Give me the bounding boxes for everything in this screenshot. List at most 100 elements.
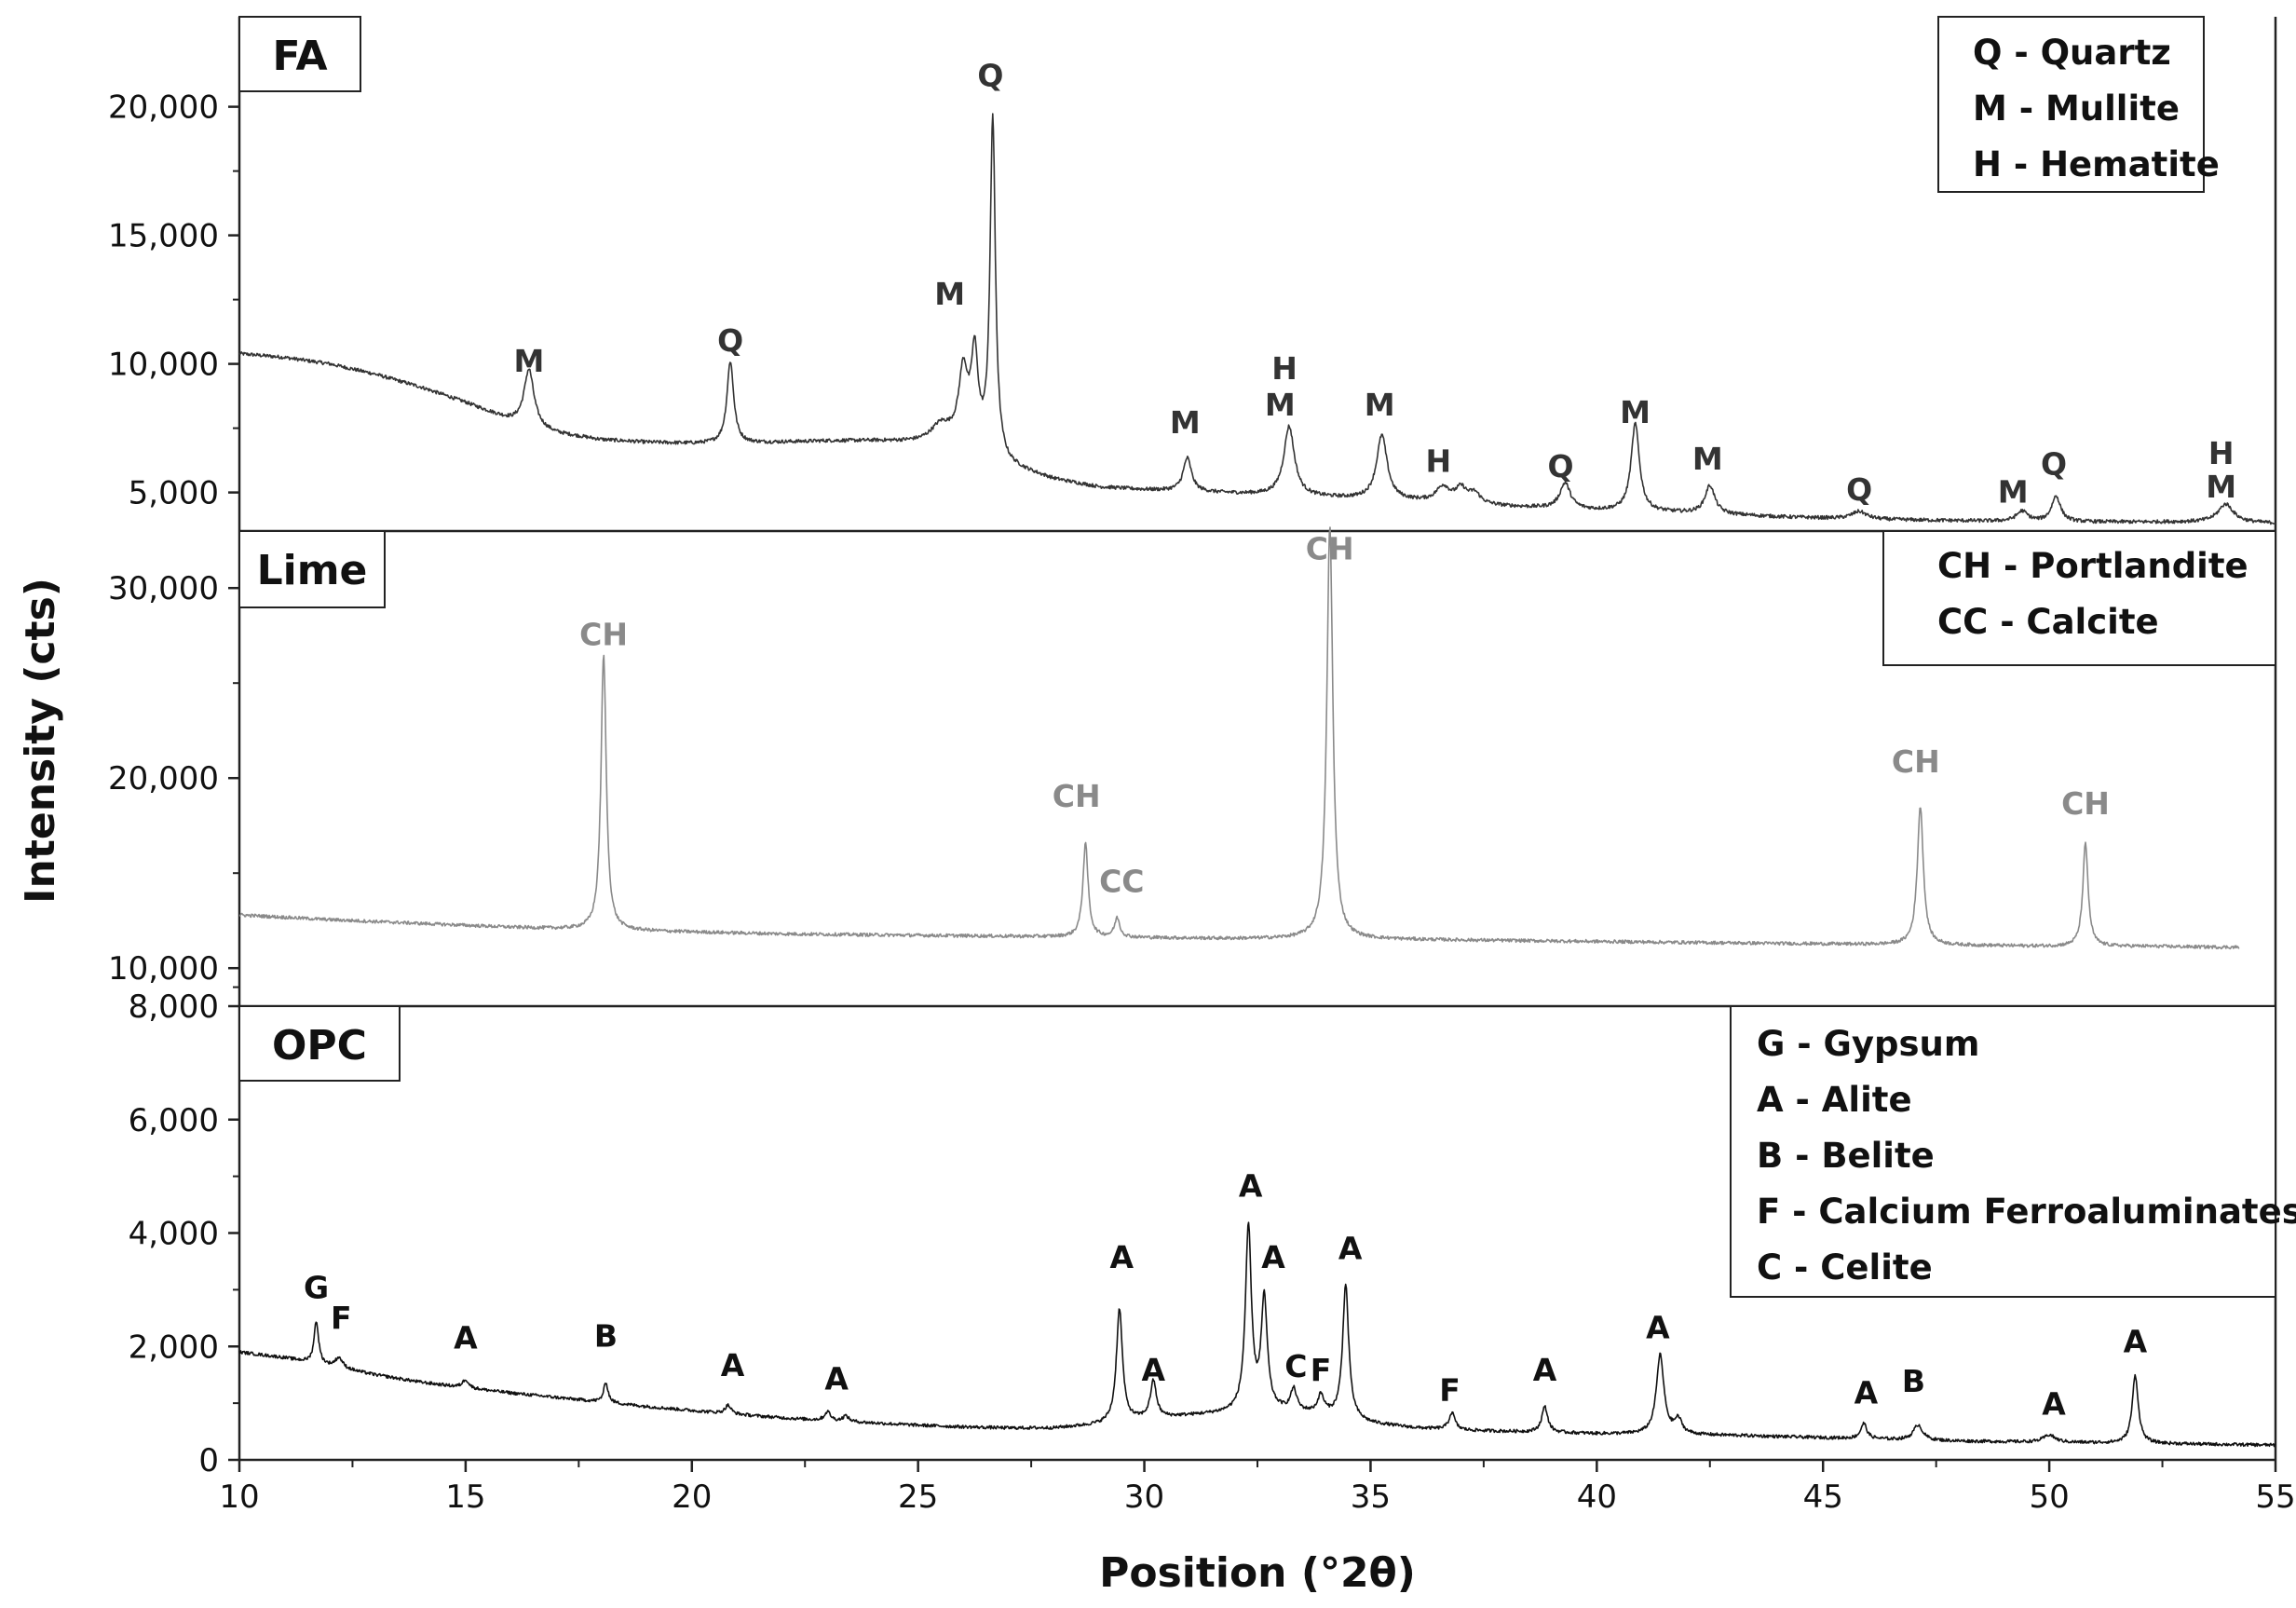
x-axis-title: Position (°2θ) xyxy=(1099,1549,1416,1597)
peak-label: CH xyxy=(1053,778,1101,814)
peak-label: H xyxy=(1425,443,1451,480)
y-tick-label: 30,000 xyxy=(108,570,219,607)
peak-label: CH xyxy=(579,616,628,652)
peak-label: A xyxy=(824,1361,849,1397)
peak-label: M xyxy=(1998,474,2029,511)
peak-label: F xyxy=(1311,1352,1332,1388)
legend-opc: G - Gypsum A - Alite B - Belite F - Calc… xyxy=(1730,1005,2296,1298)
peak-label: B xyxy=(594,1317,618,1354)
trace-opc xyxy=(238,1221,2276,1448)
legend-entry: CH - Portlandite xyxy=(1937,546,2248,586)
y-tick-label: 4,000 xyxy=(129,1216,219,1253)
x-tick-label: 25 xyxy=(898,1479,938,1516)
y-tick-label: 15,000 xyxy=(108,218,219,255)
peak-label: M xyxy=(934,276,965,312)
peak-label: A xyxy=(1142,1352,1166,1388)
legend-entry: A - Alite xyxy=(1757,1080,1912,1120)
panel-label-lime: Lime xyxy=(238,530,386,608)
traces xyxy=(238,113,2276,1448)
peak-label: M xyxy=(1692,441,1723,477)
y-tick-label: 8,000 xyxy=(129,988,219,1026)
panel-label-text: OPC xyxy=(272,1022,367,1070)
panel-label-text: Lime xyxy=(257,547,368,594)
peak-label: H xyxy=(1271,350,1297,387)
peak-label: Q xyxy=(2041,445,2067,482)
x-tick-label: 50 xyxy=(2029,1479,2069,1516)
peak-label: G xyxy=(304,1270,329,1306)
trace-lime xyxy=(238,526,2240,950)
peak-label: A xyxy=(1338,1231,1363,1267)
x-tick-label: 55 xyxy=(2255,1479,2295,1516)
peak-label: B xyxy=(1902,1363,1925,1399)
legend-box xyxy=(1730,1005,2276,1298)
panel-label-text: FA xyxy=(272,33,327,80)
y-tick-label: 10,000 xyxy=(108,950,219,988)
peak-label: M xyxy=(2206,469,2236,505)
peak-label: M xyxy=(1365,387,1395,423)
panel-label-box xyxy=(238,530,386,608)
peak-label: M xyxy=(1620,394,1651,430)
x-tick-label: 45 xyxy=(1803,1479,1843,1516)
legend-entry: G - Gypsum xyxy=(1757,1024,1979,1064)
peak-label: Q xyxy=(1846,471,1872,508)
legend-box xyxy=(1937,16,2205,193)
y-tick-label: 2,000 xyxy=(129,1329,219,1366)
peak-label: CH xyxy=(1892,743,1940,780)
legend-entry: CC - Calcite xyxy=(1937,602,2159,642)
y-tick-label: 6,000 xyxy=(129,1102,219,1139)
x-ticks: 10 15 20 25 30 35 40 45 50 55 xyxy=(219,1460,2296,1516)
panel-label-box xyxy=(238,16,361,92)
legend-lime: CH - Portlandite CC - Calcite xyxy=(1882,530,2276,666)
y-tick-label: 10,000 xyxy=(108,347,219,384)
peak-label: A xyxy=(2124,1323,2148,1359)
trace-fa xyxy=(238,113,2276,525)
x-tick-label: 10 xyxy=(219,1479,259,1516)
peak-label: M xyxy=(1265,387,1296,423)
x-tick-label: 15 xyxy=(445,1479,485,1516)
peak-label: A xyxy=(2042,1385,2066,1422)
x-tick-label: 40 xyxy=(1577,1479,1617,1516)
y-tick-label: 20,000 xyxy=(108,89,219,127)
peak-label: A xyxy=(1854,1375,1879,1411)
legend-entry: F - Calcium Ferroaluminates xyxy=(1757,1192,2296,1232)
y-tick-label: 20,000 xyxy=(108,760,219,797)
peak-label: H xyxy=(2208,435,2235,471)
peak-label: Q xyxy=(1547,448,1573,484)
y-axis-title: Intensity (cts) xyxy=(17,578,64,904)
peak-label: C xyxy=(1284,1348,1307,1384)
y-tick-label: 0 xyxy=(198,1442,219,1479)
panel-label-opc: OPC xyxy=(238,1005,401,1082)
peak-label: M xyxy=(513,343,544,379)
legend-entry: H - Hematite xyxy=(1973,144,2220,184)
legend-fa: Q - Quartz M - Mullite H - Hematite xyxy=(1937,16,2220,193)
y-ticks: 5,00010,00015,00020,0008,00010,00020,000… xyxy=(108,89,239,1479)
legend-entry: Q - Quartz xyxy=(1973,33,2171,73)
peak-label: Q xyxy=(717,322,743,359)
x-tick-label: 35 xyxy=(1351,1479,1391,1516)
peak-label: F xyxy=(1439,1372,1460,1409)
peak-label: CH xyxy=(2061,785,2110,822)
legend-box xyxy=(1882,530,2276,666)
peak-label: A xyxy=(454,1320,478,1356)
peak-label: A xyxy=(1110,1239,1134,1275)
y-tick-label: 5,000 xyxy=(129,475,219,512)
peak-label: Q xyxy=(977,58,1003,94)
legend-entry: C - Celite xyxy=(1757,1247,1933,1288)
peak-label: CC xyxy=(1099,864,1144,900)
peak-label: A xyxy=(1239,1168,1263,1205)
peak-label: F xyxy=(331,1300,352,1336)
peak-label: A xyxy=(1533,1352,1557,1388)
peak-label: A xyxy=(1646,1310,1670,1346)
peak-label: CH xyxy=(1306,531,1354,567)
legend-entry: B - Belite xyxy=(1757,1136,1935,1176)
x-tick-label: 20 xyxy=(672,1479,712,1516)
x-tick-label: 30 xyxy=(1124,1479,1164,1516)
peak-label: M xyxy=(1170,404,1201,441)
panel-label-fa: FA xyxy=(238,16,361,92)
legend-entry: M - Mullite xyxy=(1973,89,2180,129)
peak-label: A xyxy=(721,1347,745,1383)
peak-label: A xyxy=(1261,1239,1285,1275)
panel-label-box xyxy=(238,1005,401,1082)
